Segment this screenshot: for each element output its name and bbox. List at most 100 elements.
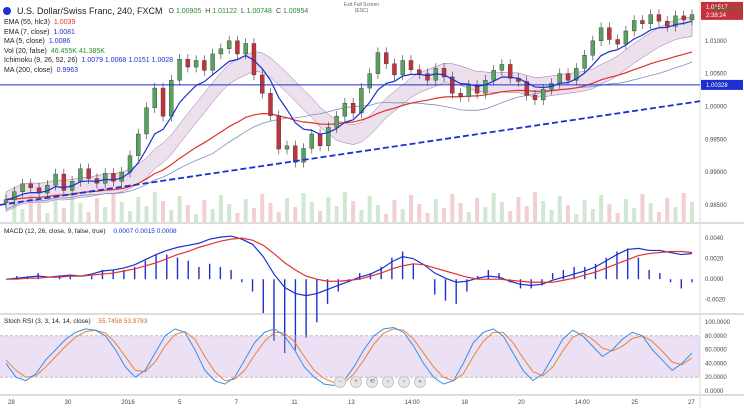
- legend-row[interactable]: Vol (20, false) 46.455K 41.385K: [4, 47, 173, 57]
- volume-bar: [516, 197, 521, 222]
- candle-body: [326, 127, 331, 147]
- reset-icon[interactable]: ⟲: [366, 376, 378, 388]
- candle-body: [590, 40, 596, 56]
- line-price-badge: [701, 79, 743, 90]
- candle-body: [499, 64, 505, 71]
- volume-bar: [318, 211, 323, 222]
- candle-body: [169, 79, 174, 117]
- macd-signal-line: [6, 237, 693, 283]
- macd-axis-label: -0.0020: [705, 298, 726, 304]
- volume-bar: [384, 214, 389, 222]
- line-price-label: 1.00328: [706, 83, 728, 89]
- time-axis-label: 2016: [121, 400, 135, 406]
- volume-bar: [483, 207, 488, 222]
- volume-bar: [70, 194, 75, 222]
- zoom-in-icon[interactable]: +: [350, 376, 362, 388]
- macd-values: 0.0007 0.0015 0.0008: [113, 228, 177, 235]
- candle-body: [86, 168, 91, 179]
- volume-bar: [665, 198, 670, 222]
- volume-bar: [12, 200, 17, 222]
- legend-row[interactable]: MA (200, close) 0.9963: [4, 66, 173, 76]
- candle-body: [425, 73, 430, 81]
- volume-bar: [599, 195, 604, 222]
- candle-body: [673, 15, 678, 27]
- goto-end-icon[interactable]: »: [414, 376, 426, 388]
- stoch-axis-label: 40.0000: [705, 361, 727, 367]
- legend-row[interactable]: EMA (55, hlc3) 1.0039: [4, 18, 173, 28]
- volume-bar: [185, 205, 190, 222]
- candle-body: [334, 116, 339, 128]
- volume-bar: [632, 208, 637, 222]
- exit-fullscreen-key: (ESC): [354, 8, 369, 14]
- legend-value: 1.0039: [53, 19, 76, 26]
- volume-bar: [590, 209, 595, 222]
- volume-bar: [45, 213, 50, 222]
- volume-bar: [144, 206, 149, 222]
- time-axis-label: 20: [518, 400, 525, 406]
- stoch-axis-label: 20.0000: [705, 375, 727, 381]
- volume-bar: [491, 193, 496, 222]
- volume-bar: [243, 199, 248, 222]
- stoch-axis-label: 100.0000: [705, 320, 731, 326]
- volume-bar: [202, 200, 207, 222]
- candle-body: [210, 53, 215, 71]
- legend-row[interactable]: Ichimoku (9, 26, 52, 26) 1.0079 1.0068 1.…: [4, 56, 173, 66]
- volume-bar: [86, 212, 91, 222]
- ohlc-values: O 1.00905 H 1.01122 L 1.00748 C 1.00954: [169, 8, 313, 15]
- legend-row[interactable]: EMA (7, close) 1.0081: [4, 28, 173, 38]
- price-axis-label: 0.99500: [705, 137, 727, 143]
- volume-bar: [61, 208, 66, 222]
- volume-bar: [524, 206, 529, 222]
- time-axis-label: 18: [461, 400, 468, 406]
- zoom-out-icon[interactable]: −: [334, 376, 346, 388]
- legend-value: 46.455K 41.385K: [50, 47, 105, 55]
- volume-bar: [119, 202, 124, 222]
- ohlc-o: O 1.00905: [168, 7, 202, 15]
- candle-body: [301, 148, 306, 163]
- legend-label: Vol (20, false): [4, 47, 47, 55]
- realtime-dot-icon: [713, 7, 718, 11]
- macd-axis-label: 0.0000: [705, 277, 724, 283]
- volume-bar: [359, 210, 364, 222]
- usd-chf-flag-icon: [3, 7, 11, 15]
- volume-bar: [400, 209, 405, 222]
- stoch-values: 55.7458 53.9783: [98, 318, 148, 325]
- candle-body: [359, 87, 364, 114]
- candle-body: [689, 14, 695, 21]
- volume-bar: [375, 205, 380, 222]
- macd-label: MACD (12, 26, close, 9, false, true): [4, 228, 106, 235]
- volume-bar: [235, 213, 240, 222]
- legend-label: EMA (7, close): [4, 28, 50, 36]
- time-axis-label: 28: [8, 400, 15, 406]
- volume-bar: [28, 195, 33, 222]
- legend-row[interactable]: MA (5, close) 1.0086: [4, 37, 173, 47]
- volume-bar: [169, 210, 174, 222]
- candle-body: [226, 40, 232, 49]
- volume-bar: [615, 213, 620, 222]
- volume-bar: [210, 209, 215, 222]
- scroll-left-icon[interactable]: ‹: [382, 376, 394, 388]
- indicator-legend: EMA (55, hlc3) 1.0039 EMA (7, close) 1.0081…: [4, 18, 173, 76]
- candle-body: [491, 70, 496, 81]
- volume-bar: [260, 194, 265, 222]
- candle-body: [458, 93, 463, 97]
- scroll-right-icon[interactable]: ›: [398, 376, 410, 388]
- candle-body: [524, 81, 529, 96]
- ohlc-c: C 1.00954: [275, 7, 309, 15]
- candle-body: [557, 73, 562, 84]
- volume-bar: [161, 201, 166, 222]
- volume-bar: [152, 192, 157, 222]
- volume-bar: [673, 207, 678, 222]
- candle-body: [28, 183, 33, 189]
- volume-bar: [417, 204, 422, 222]
- stoch-k-line: [5, 327, 693, 386]
- price-axis-label: 0.99000: [705, 170, 727, 176]
- volume-bar: [227, 204, 232, 222]
- macd-legend: MACD (12, 26, close, 9, false, true) 0.0…: [4, 228, 177, 235]
- volume-bar: [392, 200, 397, 222]
- exit-fullscreen-button[interactable]: Exit Full Screen (ESC): [344, 2, 379, 14]
- chart-navigation: − + ⟲ ‹ › »: [334, 376, 426, 388]
- time-axis-label: 5: [178, 400, 182, 406]
